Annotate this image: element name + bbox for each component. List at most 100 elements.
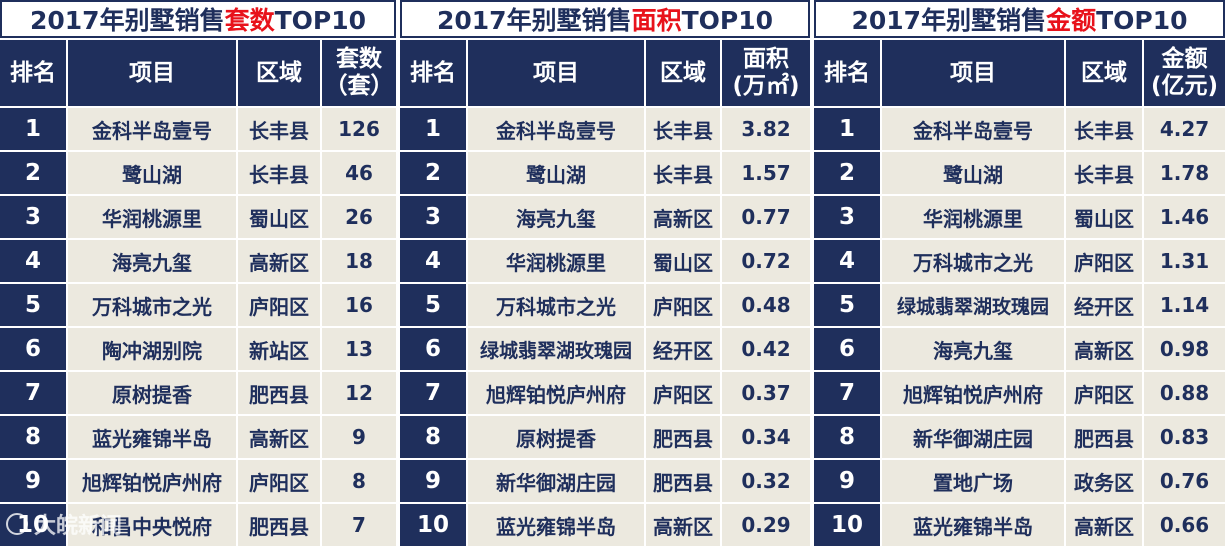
- header-area: 区域: [1066, 40, 1142, 106]
- table-row: 8 原树提香 肥西县 0.34: [400, 416, 810, 458]
- header-metric-line1: 金额: [1161, 46, 1208, 72]
- area-cell: 庐阳区: [1066, 372, 1142, 414]
- header-row: 排名 项目 区域 金额 (亿元): [814, 40, 1225, 106]
- header-metric: 套数 （套）: [322, 40, 396, 106]
- table-row: 1 金科半岛壹号 长丰县 3.82: [400, 108, 810, 150]
- value-cell: 1.46: [1144, 196, 1225, 238]
- value-cell: 7: [322, 504, 396, 546]
- table-row: 5 绿城翡翠湖玫瑰园 经开区 1.14: [814, 284, 1225, 326]
- table-row: 1 金科半岛壹号 长丰县 126: [0, 108, 396, 150]
- rank-cell: 1: [814, 108, 880, 150]
- table-row: 4 海亮九玺 高新区 18: [0, 240, 396, 282]
- rank-cell: 5: [0, 284, 66, 326]
- area-cell: 长丰县: [1066, 108, 1142, 150]
- header-row: 排名 项目 区域 面积 (万㎡): [400, 40, 810, 106]
- header-metric-line2: (万㎡): [732, 73, 800, 99]
- area-cell: 肥西县: [238, 372, 320, 414]
- area-cell: 庐阳区: [646, 372, 720, 414]
- table-row: 10 蓝光雍锦半岛 高新区 0.29: [400, 504, 810, 546]
- rank-cell: 4: [0, 240, 66, 282]
- project-cell: 华润桃源里: [468, 240, 644, 282]
- rank-cell: 6: [400, 328, 466, 370]
- value-cell: 1.78: [1144, 152, 1225, 194]
- value-cell: 0.32: [722, 460, 810, 502]
- area-cell: 肥西县: [646, 416, 720, 458]
- project-cell: 新华御湖庄园: [468, 460, 644, 502]
- table-row: 5 万科城市之光 庐阳区 16: [0, 284, 396, 326]
- rank-cell: 5: [814, 284, 880, 326]
- project-cell: 金科半岛壹号: [882, 108, 1064, 150]
- area-cell: 庐阳区: [1066, 240, 1142, 282]
- area-cell: 经开区: [1066, 284, 1142, 326]
- rank-cell: 3: [400, 196, 466, 238]
- project-cell: 鹭山湖: [882, 152, 1064, 194]
- header-project: 项目: [68, 40, 236, 106]
- panel-area: 2017年别墅销售面积TOP10 排名 项目 区域 面积 (万㎡) 1 金科半岛…: [400, 0, 810, 550]
- header-project: 项目: [882, 40, 1064, 106]
- area-cell: 经开区: [646, 328, 720, 370]
- project-cell: 旭辉铂悦庐州府: [882, 372, 1064, 414]
- area-cell: 蜀山区: [238, 196, 320, 238]
- table-row: 9 旭辉铂悦庐州府 庐阳区 8: [0, 460, 396, 502]
- table-row: 5 万科城市之光 庐阳区 0.48: [400, 284, 810, 326]
- title-prefix: 2017年别墅销售: [29, 6, 225, 35]
- project-cell: 新华御湖庄园: [882, 416, 1064, 458]
- rank-cell: 2: [400, 152, 466, 194]
- project-cell: 万科城市之光: [882, 240, 1064, 282]
- area-cell: 高新区: [238, 416, 320, 458]
- table-row: 2 鹭山湖 长丰县 1.57: [400, 152, 810, 194]
- rank-cell: 2: [814, 152, 880, 194]
- header-rank: 排名: [814, 40, 880, 106]
- project-cell: 陶冲湖别院: [68, 328, 236, 370]
- value-cell: 0.72: [722, 240, 810, 282]
- project-cell: 置地广场: [882, 460, 1064, 502]
- project-cell: 绿城翡翠湖玫瑰园: [882, 284, 1064, 326]
- header-metric-line1: 套数: [336, 46, 382, 72]
- area-cell: 高新区: [646, 504, 720, 546]
- table-row: 1 金科半岛壹号 长丰县 4.27: [814, 108, 1225, 150]
- area-cell: 肥西县: [238, 504, 320, 546]
- rank-cell: 5: [400, 284, 466, 326]
- header-rank: 排名: [400, 40, 466, 106]
- value-cell: 9: [322, 416, 396, 458]
- value-cell: 1.31: [1144, 240, 1225, 282]
- rank-cell: 8: [400, 416, 466, 458]
- rank-cell: 4: [814, 240, 880, 282]
- rank-cell: 9: [0, 460, 66, 502]
- area-cell: 长丰县: [646, 152, 720, 194]
- rank-cell: 4: [400, 240, 466, 282]
- header-metric: 面积 (万㎡): [722, 40, 810, 106]
- rank-cell: 2: [0, 152, 66, 194]
- table-row: 6 绿城翡翠湖玫瑰园 经开区 0.42: [400, 328, 810, 370]
- table-row: 3 华润桃源里 蜀山区 26: [0, 196, 396, 238]
- area-cell: 长丰县: [646, 108, 720, 150]
- panel-title: 2017年别墅销售套数TOP10: [0, 0, 396, 38]
- rank-cell: 7: [0, 372, 66, 414]
- value-cell: 1.14: [1144, 284, 1225, 326]
- value-cell: 0.88: [1144, 372, 1225, 414]
- area-cell: 肥西县: [646, 460, 720, 502]
- table-row: 7 原树提香 肥西县 12: [0, 372, 396, 414]
- area-cell: 蜀山区: [646, 240, 720, 282]
- table-row: 9 新华御湖庄园 肥西县 0.32: [400, 460, 810, 502]
- watermark: 大皖新闻: [6, 508, 122, 540]
- rank-cell: 7: [400, 372, 466, 414]
- rank-cell: 10: [814, 504, 880, 546]
- area-cell: 长丰县: [238, 108, 320, 150]
- area-cell: 肥西县: [1066, 416, 1142, 458]
- value-cell: 0.77: [722, 196, 810, 238]
- header-metric-line2: (亿元): [1150, 73, 1219, 99]
- title-highlight: 套数: [224, 6, 275, 35]
- table-row: 8 蓝光雍锦半岛 高新区 9: [0, 416, 396, 458]
- project-cell: 蓝光雍锦半岛: [882, 504, 1064, 546]
- value-cell: 0.42: [722, 328, 810, 370]
- value-cell: 0.98: [1144, 328, 1225, 370]
- table-row: 6 海亮九玺 高新区 0.98: [814, 328, 1225, 370]
- rank-cell: 10: [400, 504, 466, 546]
- project-cell: 蓝光雍锦半岛: [468, 504, 644, 546]
- value-cell: 13: [322, 328, 396, 370]
- watermark-text: 大皖新闻: [34, 514, 123, 539]
- project-cell: 华润桃源里: [68, 196, 236, 238]
- title-prefix: 2017年别墅销售: [851, 6, 1047, 35]
- panel-amount: 2017年别墅销售金额TOP10 排名 项目 区域 金额 (亿元) 1 金科半岛…: [814, 0, 1225, 550]
